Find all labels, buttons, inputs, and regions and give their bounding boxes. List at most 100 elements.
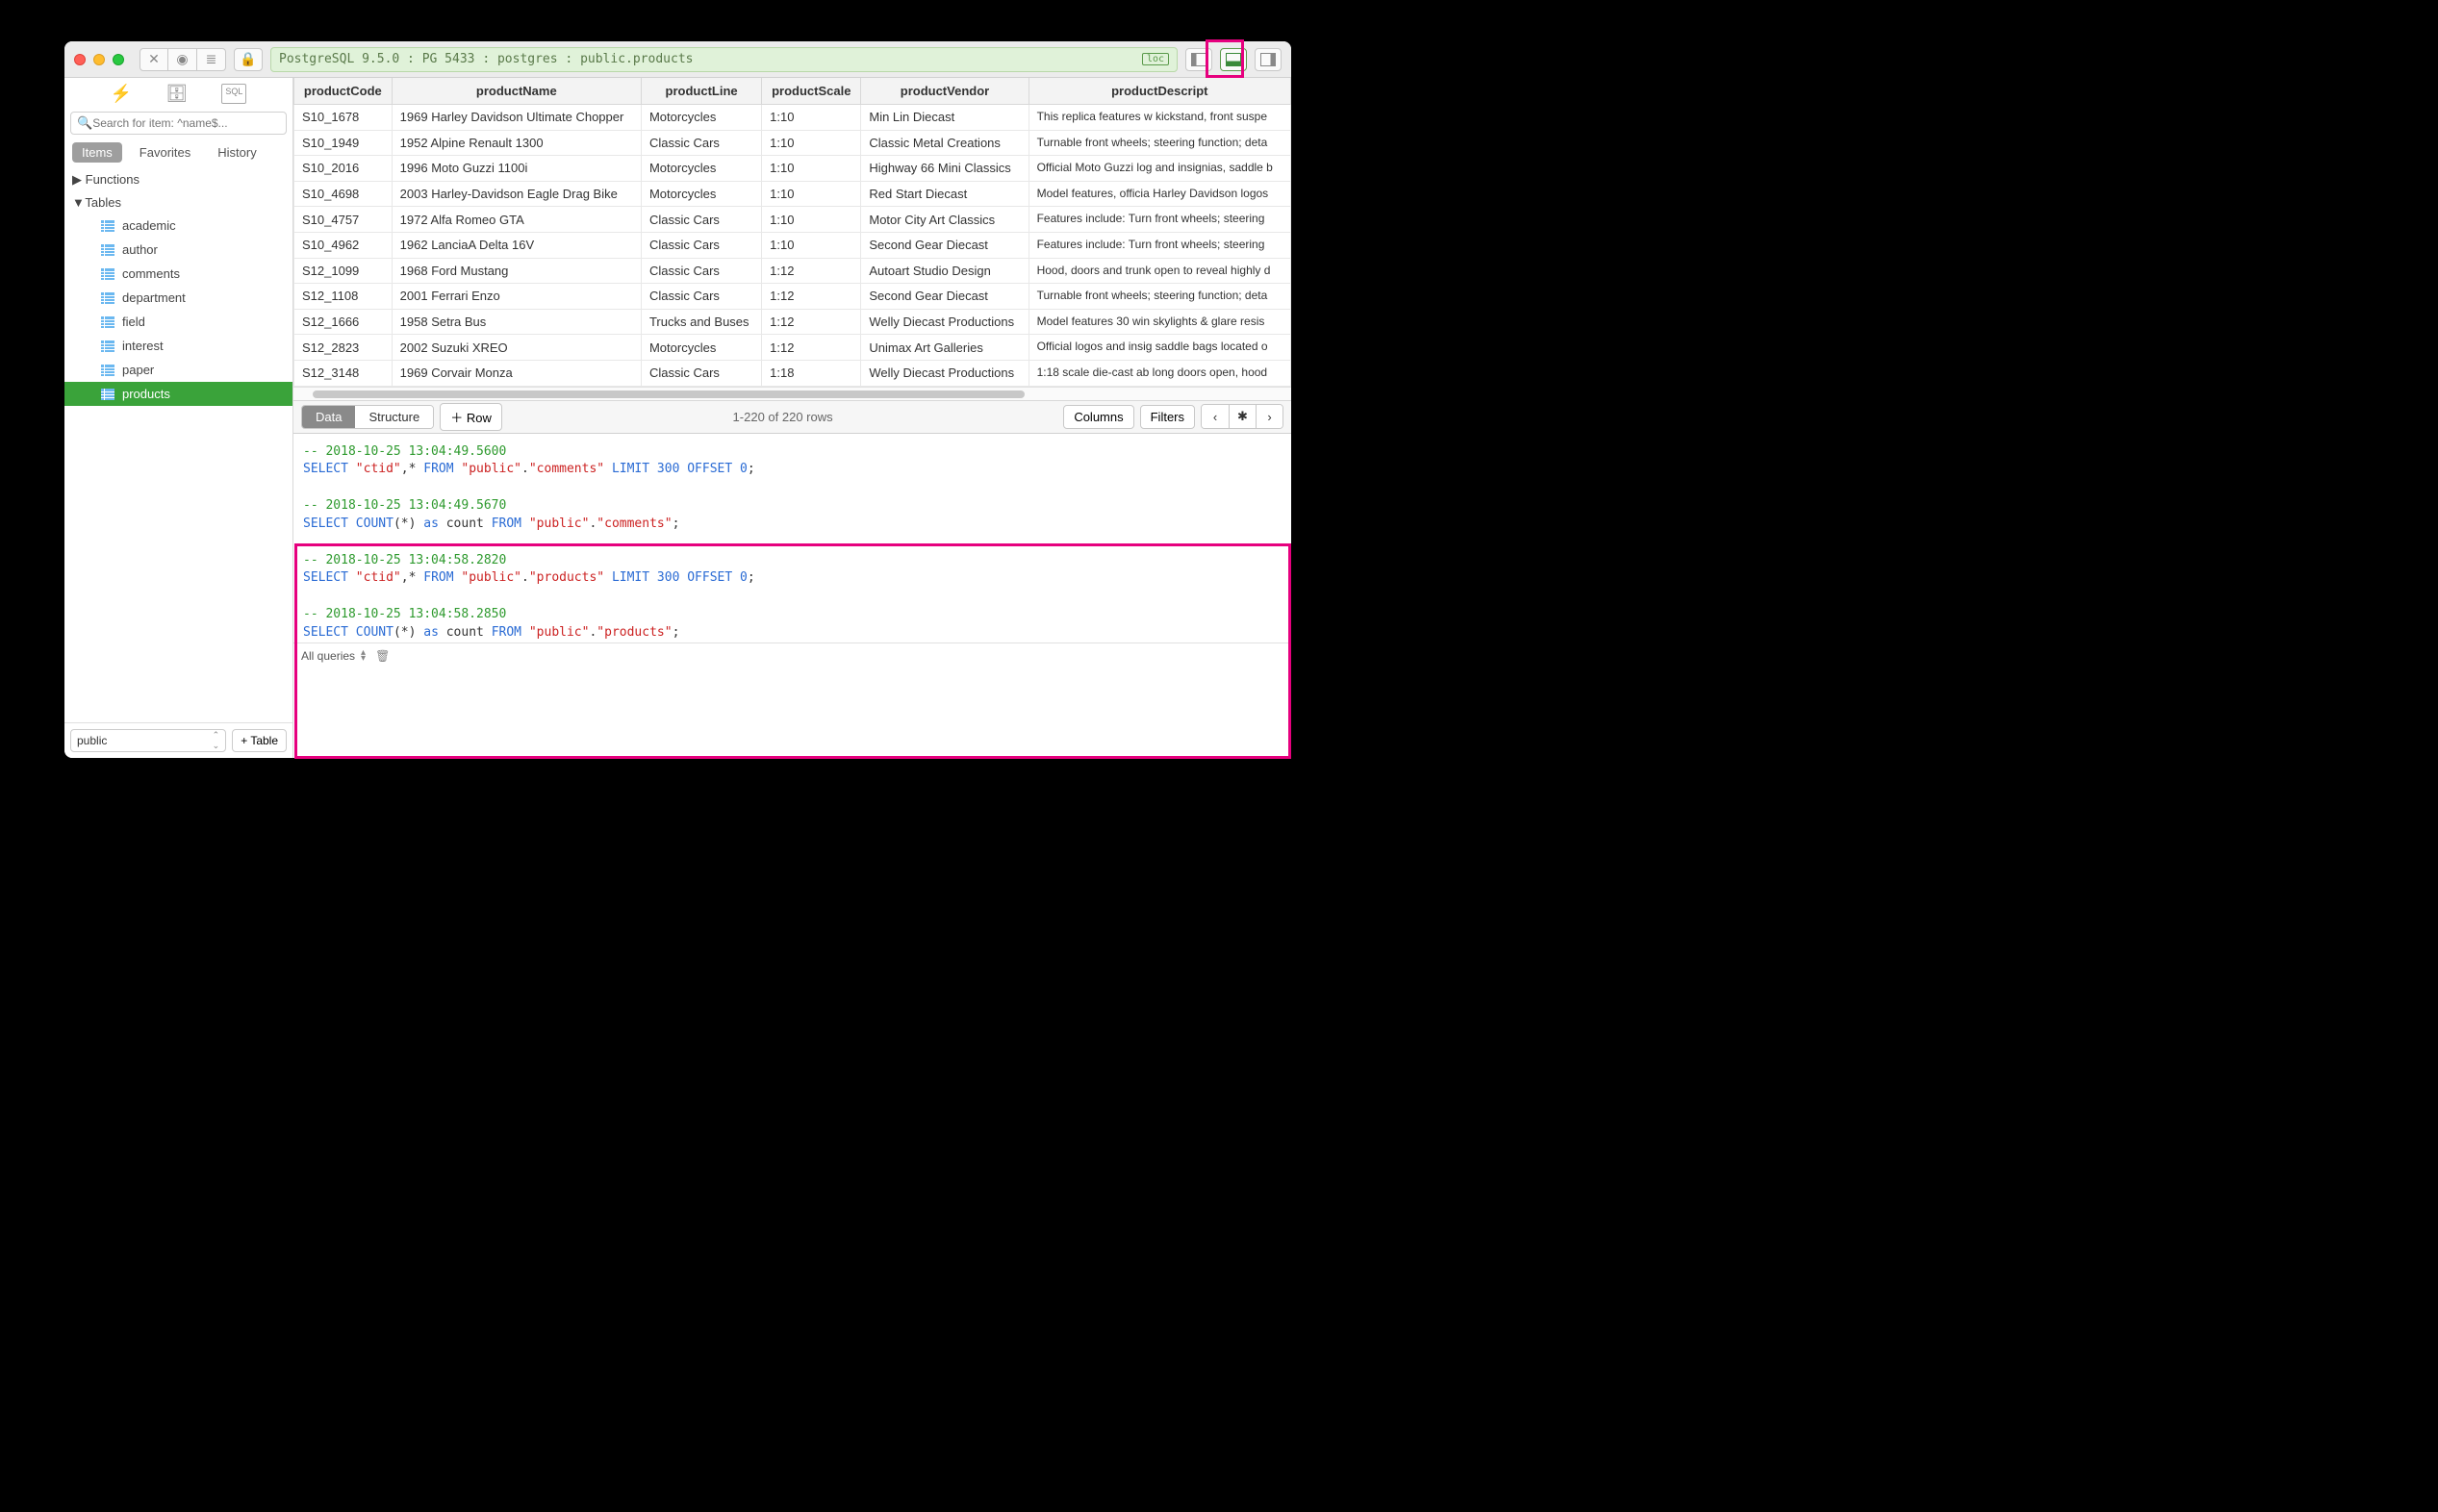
table-cell[interactable]: Turnable front wheels; steering function… — [1029, 284, 1290, 310]
table-cell[interactable]: Second Gear Diecast — [861, 232, 1029, 258]
column-header[interactable]: productDescript — [1029, 78, 1290, 105]
table-cell[interactable]: S12_1099 — [294, 258, 393, 284]
table-cell[interactable]: 1:18 — [762, 360, 861, 386]
table-cell[interactable]: 1:10 — [762, 105, 861, 131]
table-cell[interactable]: 1962 LanciaA Delta 16V — [392, 232, 641, 258]
table-cell[interactable]: S10_4698 — [294, 181, 393, 207]
table-cell[interactable]: Red Start Diecast — [861, 181, 1029, 207]
plug-icon[interactable]: ⚡ — [111, 84, 132, 104]
schema-select[interactable]: public ⌃⌄ — [70, 729, 226, 752]
table-cell[interactable]: Welly Diecast Productions — [861, 360, 1029, 386]
table-cell[interactable]: Hood, doors and trunk open to reveal hig… — [1029, 258, 1290, 284]
table-row[interactable]: S10_49621962 LanciaA Delta 16VClassic Ca… — [294, 232, 1291, 258]
functions-section[interactable]: ▶ Functions — [64, 168, 292, 191]
tables-section[interactable]: ▼ Tables — [64, 191, 292, 214]
table-cell[interactable]: S10_4757 — [294, 207, 393, 233]
table-row[interactable]: S10_47571972 Alfa Romeo GTAClassic Cars1… — [294, 207, 1291, 233]
table-cell[interactable]: This replica features w kickstand, front… — [1029, 105, 1290, 131]
tab-favorites[interactable]: Favorites — [130, 142, 200, 163]
prev-page-button[interactable]: ‹ — [1202, 405, 1229, 428]
table-cell[interactable]: Features include: Turn front wheels; ste… — [1029, 207, 1290, 233]
table-cell[interactable]: Features include: Turn front wheels; ste… — [1029, 232, 1290, 258]
table-cell[interactable]: Trucks and Buses — [641, 309, 761, 335]
sidebar-item-department[interactable]: department — [64, 286, 292, 310]
table-cell[interactable]: 1:12 — [762, 335, 861, 361]
table-cell[interactable]: Official logos and insig saddle bags loc… — [1029, 335, 1290, 361]
table-cell[interactable]: Classic Metal Creations — [861, 130, 1029, 156]
list-button[interactable]: ≣ — [197, 48, 226, 71]
table-cell[interactable]: 1:10 — [762, 156, 861, 182]
table-cell[interactable]: S12_1108 — [294, 284, 393, 310]
table-cell[interactable]: 2001 Ferrari Enzo — [392, 284, 641, 310]
left-panel-toggle[interactable] — [1185, 48, 1212, 71]
table-cell[interactable]: 1968 Ford Mustang — [392, 258, 641, 284]
filters-button[interactable]: Filters — [1140, 405, 1195, 429]
table-cell[interactable]: 1:10 — [762, 130, 861, 156]
sidebar-item-comments[interactable]: comments — [64, 262, 292, 286]
table-cell[interactable]: 1:10 — [762, 207, 861, 233]
table-row[interactable]: S10_19491952 Alpine Renault 1300Classic … — [294, 130, 1291, 156]
table-cell[interactable]: 1972 Alfa Romeo GTA — [392, 207, 641, 233]
table-cell[interactable]: S12_1666 — [294, 309, 393, 335]
table-cell[interactable]: 2003 Harley-Davidson Eagle Drag Bike — [392, 181, 641, 207]
table-cell[interactable]: Classic Cars — [641, 232, 761, 258]
zoom-window-button[interactable] — [113, 54, 124, 65]
close-window-button[interactable] — [74, 54, 86, 65]
table-cell[interactable]: 1:10 — [762, 181, 861, 207]
table-cell[interactable]: 1969 Corvair Monza — [392, 360, 641, 386]
table-cell[interactable]: 1:12 — [762, 258, 861, 284]
table-cell[interactable]: S12_3148 — [294, 360, 393, 386]
table-cell[interactable]: Motorcycles — [641, 156, 761, 182]
table-row[interactable]: S10_20161996 Moto Guzzi 1100iMotorcycles… — [294, 156, 1291, 182]
table-cell[interactable]: Motorcycles — [641, 105, 761, 131]
column-header[interactable]: productVendor — [861, 78, 1029, 105]
column-header[interactable]: productLine — [641, 78, 761, 105]
table-row[interactable]: S10_46982003 Harley-Davidson Eagle Drag … — [294, 181, 1291, 207]
add-row-button[interactable]: ＋ Row — [440, 403, 502, 431]
table-cell[interactable]: 1:18 scale die-cast ab long doors open, … — [1029, 360, 1290, 386]
table-cell[interactable]: S10_2016 — [294, 156, 393, 182]
table-cell[interactable]: Highway 66 Mini Classics — [861, 156, 1029, 182]
table-cell[interactable]: Classic Cars — [641, 360, 761, 386]
table-cell[interactable]: Classic Cars — [641, 130, 761, 156]
sidebar-search[interactable]: 🔍 — [70, 112, 287, 135]
table-cell[interactable]: Motorcycles — [641, 335, 761, 361]
tab-items[interactable]: Items — [72, 142, 122, 163]
next-page-button[interactable]: › — [1256, 405, 1282, 428]
stop-button[interactable]: ✕ — [140, 48, 168, 71]
sidebar-item-field[interactable]: field — [64, 310, 292, 334]
table-cell[interactable]: Motorcycles — [641, 181, 761, 207]
table-cell[interactable]: 1952 Alpine Renault 1300 — [392, 130, 641, 156]
data-tab[interactable]: Data — [302, 406, 355, 428]
table-row[interactable]: S12_16661958 Setra BusTrucks and Buses1:… — [294, 309, 1291, 335]
table-cell[interactable]: Model features 30 win skylights & glare … — [1029, 309, 1290, 335]
right-panel-toggle[interactable] — [1255, 48, 1282, 71]
table-cell[interactable]: 1:12 — [762, 309, 861, 335]
table-cell[interactable]: 2002 Suzuki XREO — [392, 335, 641, 361]
table-cell[interactable]: Classic Cars — [641, 258, 761, 284]
search-input[interactable] — [92, 116, 280, 130]
page-settings-button[interactable]: ✱ — [1229, 405, 1256, 428]
sql-icon[interactable]: SQL — [221, 84, 246, 104]
console-output[interactable]: -- 2018-10-25 13:04:49.5600 SELECT "ctid… — [293, 434, 1291, 643]
table-cell[interactable]: S10_4962 — [294, 232, 393, 258]
table-cell[interactable]: 1:10 — [762, 232, 861, 258]
table-cell[interactable]: Official Moto Guzzi log and insignias, s… — [1029, 156, 1290, 182]
data-grid[interactable]: productCodeproductNameproductLine product… — [293, 78, 1291, 387]
sidebar-item-interest[interactable]: interest — [64, 334, 292, 358]
table-cell[interactable]: S12_2823 — [294, 335, 393, 361]
database-icon[interactable]: 🗄 — [165, 84, 188, 104]
table-cell[interactable]: Motor City Art Classics — [861, 207, 1029, 233]
sidebar-item-author[interactable]: author — [64, 238, 292, 262]
sidebar-item-academic[interactable]: academic — [64, 214, 292, 238]
column-header[interactable]: productName — [392, 78, 641, 105]
table-cell[interactable]: S10_1678 — [294, 105, 393, 131]
table-row[interactable]: S12_10991968 Ford MustangClassic Cars1:1… — [294, 258, 1291, 284]
table-cell[interactable]: Classic Cars — [641, 207, 761, 233]
bottom-panel-toggle[interactable] — [1220, 48, 1247, 71]
column-header[interactable]: productCode — [294, 78, 393, 105]
table-cell[interactable]: Second Gear Diecast — [861, 284, 1029, 310]
horizontal-scrollbar[interactable] — [293, 387, 1291, 400]
trash-icon[interactable]: 🗑 — [375, 649, 390, 663]
table-row[interactable]: S12_28232002 Suzuki XREOMotorcycles1:12U… — [294, 335, 1291, 361]
